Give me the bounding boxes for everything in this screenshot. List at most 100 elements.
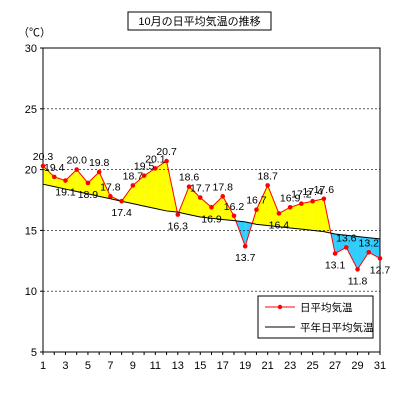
data-label: 19.1 [55,187,76,199]
fill-above [76,169,88,194]
y-tick-label: 30 [25,43,37,55]
fill-above [144,168,156,209]
normal-mean-line [42,183,381,240]
fill-above [200,197,212,219]
x-tick-labels: 1 3 5 7 9 11 13 15 17 19 21 23 25 27 29 31 [40,360,386,372]
data-label: 18.7 [123,170,144,182]
data-label: 13.7 [235,252,256,264]
data-label: 16.7 [246,195,267,207]
fill-above [312,198,324,232]
data-point [197,195,203,200]
data-point [310,198,315,204]
data-label: 17.7 [190,183,211,195]
fill-above [155,161,167,211]
data-label: 20.0 [66,155,87,167]
data-point [366,249,372,255]
data-point [299,201,304,206]
y-tick-label: 10 [25,286,37,298]
legend-box [257,295,374,339]
data-label: 19.5 [134,161,155,173]
gridlines [43,108,380,292]
y-tick-label: 20 [25,165,37,177]
data-point [344,245,349,250]
data-point [130,183,136,188]
x-tick-label: 17 [217,360,229,372]
x-tick-label: 15 [194,360,206,372]
fill-above [301,201,313,231]
x-tick-label: 21 [262,360,274,372]
data-label: 20.7 [156,146,177,158]
fill-above [43,165,55,187]
y-tick-label: 25 [25,104,37,116]
data-label: 16.2 [224,201,245,213]
data-point [51,174,57,180]
y-tick-label: 5 [31,347,37,359]
x-tick-label: 5 [85,360,91,372]
fill-above [290,203,302,230]
y-tick-labels: 5 10 15 20 25 30 [25,43,37,359]
data-point [242,243,248,249]
data-label: 13.6 [336,232,357,244]
legend-marker-daily [277,304,283,310]
data-label: 12.7 [370,264,391,276]
data-point [254,207,259,213]
axes [40,47,381,355]
fill-above [222,196,234,221]
x-tick-label: 9 [130,360,136,372]
series-markers [40,158,383,272]
x-tick-label: 1 [40,360,46,372]
chart-title: 10月の日平均気温の推移 [138,14,260,28]
data-point [141,173,147,178]
title-box [127,11,272,31]
data-label: 18.7 [257,170,278,182]
data-label: 17.8 [100,181,121,193]
data-point [164,158,169,164]
fill-below [357,236,369,270]
fill-above [211,196,223,220]
data-point [119,198,124,204]
x-tick-label: 3 [62,360,68,372]
x-tick-label: 13 [172,360,184,372]
fill-above [267,185,279,227]
fill-above [189,186,201,218]
data-label: 16.9 [280,192,301,204]
x-tick-label: 7 [107,360,113,372]
fill-below [368,237,380,259]
data-label: 16.9 [201,213,222,225]
x-tick-label: 23 [284,360,296,372]
x-tick-label: 29 [351,360,363,372]
fill-below [346,235,358,270]
data-label: 17.6 [314,184,335,196]
data-point [96,169,102,175]
data-label: 17.4 [302,186,323,198]
y-axis-unit: （℃） [18,26,51,39]
data-point [265,183,270,188]
data-labels: 20.319.419.120.018.919.817.817.418.719.5… [33,146,391,287]
data-point [276,211,282,216]
x-tick-label: 25 [306,360,318,372]
data-point [40,163,46,169]
y-tick-label: 15 [25,225,37,237]
data-point [287,204,293,210]
x-tick-label: 31 [374,360,386,372]
data-point [321,196,327,202]
data-point [108,194,113,199]
data-label: 17.2 [291,189,312,201]
fill-above [65,169,77,192]
x-tick-label: 11 [150,360,161,372]
data-point [153,166,158,171]
legend-label-normal: 平年日平均気温 [300,321,374,334]
data-point [231,213,237,219]
data-point [377,256,383,261]
fill-above [256,185,268,226]
data-label: 19.4 [44,162,65,174]
data-label: 16.4 [269,219,290,231]
data-point [63,178,68,183]
data-label: 19.8 [89,157,110,169]
data-label: 18.9 [78,189,99,201]
data-label: 13.2 [359,237,380,249]
data-label: 18.6 [179,172,200,184]
data-label: 13.1 [325,260,346,272]
fill-above [87,172,100,197]
